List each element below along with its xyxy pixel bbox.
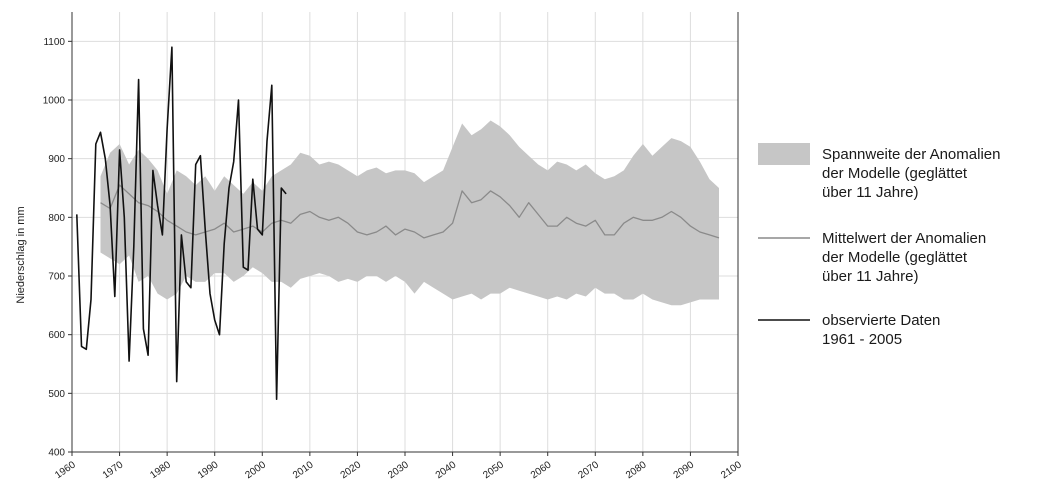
y-axis-label: Niederschlag in mm xyxy=(15,206,27,303)
x-tick-label-2030: 2030 xyxy=(386,459,411,481)
plot-area xyxy=(76,46,720,401)
x-tick-label-2090: 2090 xyxy=(672,459,697,481)
model-mean-line xyxy=(100,184,720,239)
model-range-band xyxy=(100,120,719,306)
axes xyxy=(68,12,739,456)
x-tick-label-2060: 2060 xyxy=(529,459,554,481)
x-tick-label-2050: 2050 xyxy=(481,459,506,481)
y-tick-label-700: 700 xyxy=(48,272,65,283)
legend-band-label-line-2: der Modelle (geglättet xyxy=(822,165,968,182)
x-tick-label-1990: 1990 xyxy=(196,459,221,481)
x-tick-label-1960: 1960 xyxy=(53,459,78,481)
x-tick-label-2070: 2070 xyxy=(576,459,601,481)
legend-band-label-line-1: Spannweite der Anomalien xyxy=(822,146,1000,163)
legend-mean-label-line-2: der Modelle (geglättet xyxy=(822,249,968,266)
legend-band-swatch xyxy=(758,143,810,165)
x-tick-label-2000: 2000 xyxy=(243,459,268,481)
legend-mean-label-line-3: über 11 Jahre) xyxy=(822,268,918,285)
legend-observed-label-line-2: 1961 - 2005 xyxy=(822,331,902,348)
x-tick-label-2010: 2010 xyxy=(291,459,316,481)
y-tick-label-800: 800 xyxy=(48,213,65,224)
observed-data-line xyxy=(76,46,287,401)
y-tick-label-1000: 1000 xyxy=(43,96,66,107)
y-tick-label-1100: 1100 xyxy=(43,37,65,48)
x-tick-label-2020: 2020 xyxy=(339,459,364,481)
x-tick-label-2080: 2080 xyxy=(624,459,649,481)
y-tick-label-900: 900 xyxy=(48,154,65,165)
x-tick-label-1980: 1980 xyxy=(148,459,173,481)
legend-band-label-line-3: über 11 Jahre) xyxy=(822,184,918,201)
y-tick-label-400: 400 xyxy=(48,448,65,459)
legend-mean-label-line-1: Mittelwert der Anomalien xyxy=(822,230,986,247)
y-tick-label-500: 500 xyxy=(48,389,65,400)
y-tick-label-600: 600 xyxy=(48,330,65,341)
x-tick-label-2100: 2100 xyxy=(719,459,744,481)
x-tick-label-2040: 2040 xyxy=(434,459,459,481)
x-tick-label-1970: 1970 xyxy=(101,459,126,481)
legend-observed-label-line-1: observierte Daten xyxy=(822,312,940,329)
legend: Spannweite der Anomalien der Modelle (ge… xyxy=(758,143,1000,348)
